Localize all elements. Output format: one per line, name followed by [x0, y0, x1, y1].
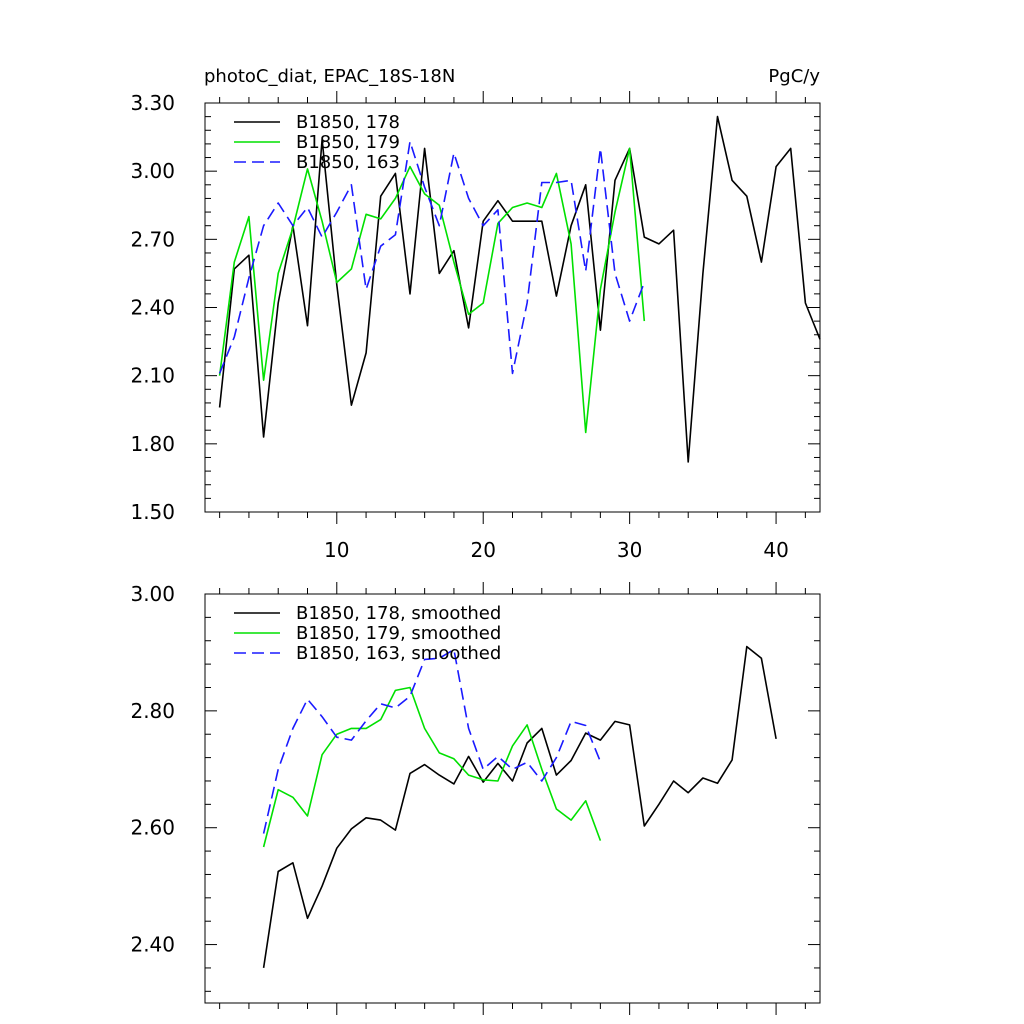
y-tick-label: 2.10 [130, 364, 175, 388]
y-tick-label: 2.40 [130, 296, 175, 320]
y-tick-label: 2.60 [130, 816, 175, 840]
legend-label: B1850, 163 [296, 152, 400, 173]
top-ticks: 1.50 1.80 2.10 2.40 2.70 3.00 3.30 10 20 30 40 [130, 91, 820, 562]
y-tick-label: 2.80 [130, 699, 175, 723]
series-line-0 [218, 115, 821, 463]
y-tick-label: 2.70 [130, 227, 175, 251]
units-label: PgC/y [768, 66, 820, 87]
x-tick-label: 30 [617, 538, 642, 562]
legend-label: B1850, 179 [296, 132, 400, 153]
y-tick-label: 1.80 [130, 432, 175, 456]
series-line-2 [218, 140, 646, 375]
top-panel: photoC_diat, EPAC_18S-18N PgC/y 1.50 1.80… [130, 66, 821, 562]
bottom-plot-frame [204, 593, 821, 1004]
top-series [218, 115, 821, 463]
legend-label: B1850, 179, smoothed [296, 623, 501, 644]
bottom-ticks: 2.40 2.60 2.80 3.00 [130, 582, 820, 1015]
x-tick-label: 20 [470, 538, 495, 562]
y-tick-label: 3.00 [130, 159, 175, 183]
y-tick-label: 3.00 [130, 582, 175, 606]
series-line-1 [218, 147, 646, 434]
series-line-2 [262, 648, 602, 834]
chart-title: photoC_diat, EPAC_18S-18N [204, 66, 455, 87]
legend-label: B1850, 163, smoothed [296, 643, 501, 664]
x-tick-label: 40 [763, 538, 788, 562]
y-tick-label: 2.40 [130, 933, 175, 957]
series-line-0 [262, 645, 777, 969]
bottom-series [262, 645, 777, 969]
bottom-panel: 2.402.602.803.00 B1850, 178, smoothedB18… [130, 582, 821, 1015]
top-plot-frame [204, 102, 821, 513]
x-tick-label: 10 [324, 538, 349, 562]
y-tick-label: 1.50 [130, 500, 175, 524]
y-tick-label: 3.30 [130, 91, 175, 115]
series-line-1 [262, 686, 602, 848]
legend-label: B1850, 178 [296, 112, 400, 133]
legend-label: B1850, 178, smoothed [296, 603, 501, 624]
